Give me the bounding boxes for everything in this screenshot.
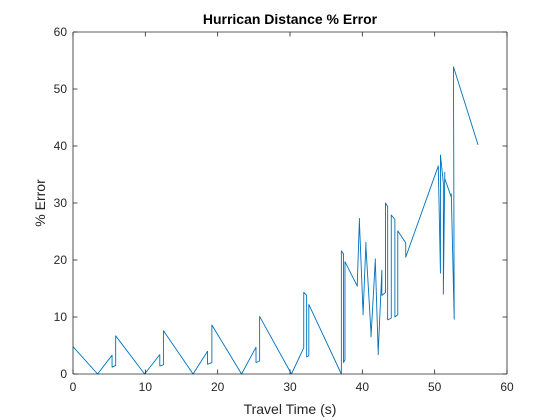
- x-tick-label: 40: [356, 380, 370, 394]
- x-tick-label: 60: [500, 380, 514, 394]
- y-tick-label: 0: [60, 367, 67, 381]
- series-layer: [72, 66, 479, 375]
- y-tick-label: 20: [54, 253, 68, 267]
- y-tick-label: 60: [54, 25, 68, 39]
- y-axis-label: % Error: [32, 179, 48, 227]
- y-tick-label: 30: [54, 196, 68, 210]
- x-tick-label: 20: [211, 380, 225, 394]
- x-tick-label: 30: [283, 380, 297, 394]
- y-tick-label: 10: [54, 310, 68, 324]
- series-line-0: [72, 66, 479, 375]
- plot-area: [73, 32, 507, 374]
- x-tick-label: 50: [428, 380, 442, 394]
- chart-title: Hurrican Distance % Error: [203, 11, 378, 27]
- x-tick-label: 10: [139, 380, 153, 394]
- axes-layer: 0 10 20 30 40 50 60 0 10 20 30 40 50 60: [54, 25, 514, 394]
- y-tick-label: 40: [54, 139, 68, 153]
- x-tick-label: 0: [70, 380, 77, 394]
- y-tick-label: 50: [54, 82, 68, 96]
- x-axis-label: Travel Time (s): [244, 401, 337, 417]
